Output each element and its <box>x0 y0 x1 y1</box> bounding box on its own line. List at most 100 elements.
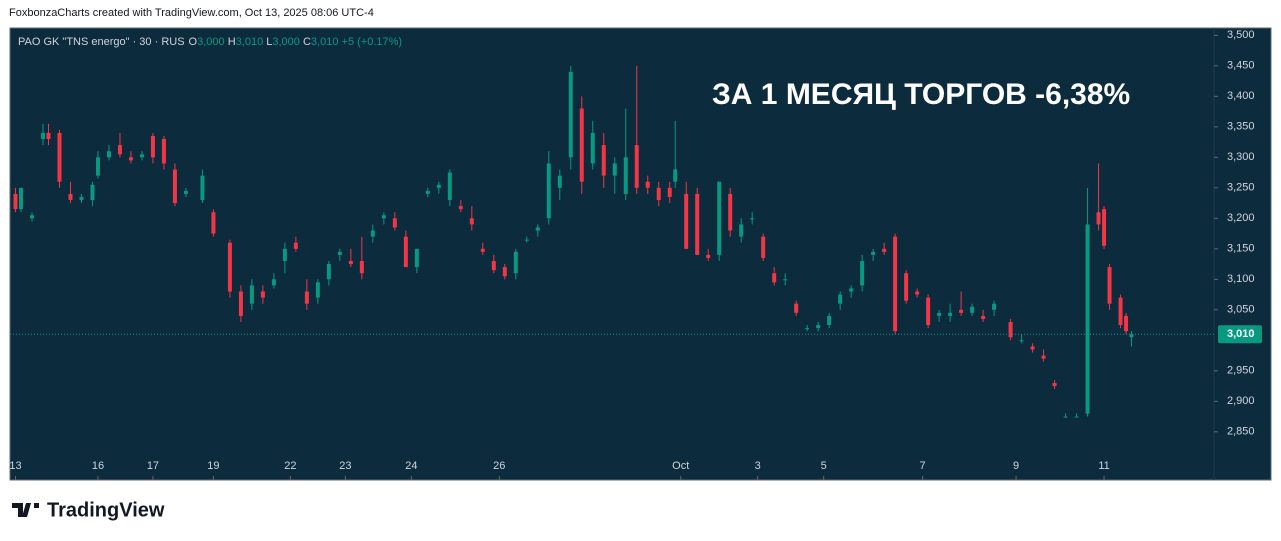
legend-key: O <box>189 36 198 48</box>
logo-icon <box>12 503 39 517</box>
candle-body <box>90 184 95 201</box>
candle-body <box>684 193 689 249</box>
y-tick-label: 3,100 <box>1227 273 1255 285</box>
legend-value: 3,010 <box>311 36 339 48</box>
candle-body <box>106 151 111 158</box>
candle-body <box>40 132 45 140</box>
y-tick-label: 3,250 <box>1227 182 1255 194</box>
candle-body <box>1008 322 1013 338</box>
candle-body <box>535 227 540 231</box>
y-tick-label: 3,350 <box>1227 121 1255 133</box>
candle-body <box>359 261 364 274</box>
candle-body <box>139 154 144 158</box>
candle-body <box>860 261 865 286</box>
x-tick-label: 23 <box>339 460 351 472</box>
candle-body <box>491 261 496 271</box>
x-tick-label: Oct <box>672 460 689 472</box>
candle-body <box>293 242 298 249</box>
candle-body <box>161 139 166 164</box>
legend-value: 3,010 <box>236 36 264 48</box>
candle-body <box>18 187 23 210</box>
legend-change: +5 (+0.17%) <box>342 36 403 48</box>
legend-symbol: PAO GK "TNS energo" · 30 · RUS <box>18 36 185 48</box>
x-tick-label: 24 <box>405 460 417 472</box>
candle-body <box>772 273 777 283</box>
candle-body <box>871 251 876 255</box>
candle-body <box>150 135 155 158</box>
candle-body <box>326 264 331 280</box>
candle-body <box>992 303 997 310</box>
candle-body <box>370 230 375 237</box>
legend-key: L <box>266 36 272 48</box>
candle-body <box>95 157 100 176</box>
y-tick-label: 2,950 <box>1227 365 1255 377</box>
candle-body <box>948 312 953 316</box>
legend-value: 3,000 <box>272 36 300 48</box>
y-tick-label: 3,200 <box>1227 212 1255 224</box>
candle-body <box>1052 383 1057 387</box>
candle-body <box>557 175 562 188</box>
candle-body <box>667 187 672 197</box>
candle-body <box>249 285 254 304</box>
candle-body <box>183 190 188 194</box>
candle-body <box>29 215 34 219</box>
candle-body <box>612 163 617 176</box>
candle-body <box>926 297 931 326</box>
candle-body <box>1085 224 1090 414</box>
x-tick-label: 16 <box>92 460 104 472</box>
candle-body <box>117 145 122 155</box>
candle-body <box>970 306 975 313</box>
candle-body <box>227 242 232 292</box>
candle-body <box>794 303 799 313</box>
x-tick-label: 17 <box>147 460 159 472</box>
candle-body <box>981 315 986 319</box>
candle-body <box>623 157 628 194</box>
candle-body <box>1019 340 1024 342</box>
candle-body <box>1063 416 1068 418</box>
candle-body <box>79 196 84 201</box>
candle-body <box>882 248 887 252</box>
candle-body <box>750 218 755 220</box>
candle-body <box>915 291 920 295</box>
legend-key: H <box>228 36 236 48</box>
candle-body <box>838 294 843 304</box>
candle-body <box>816 325 821 329</box>
candle-body <box>601 145 606 176</box>
x-tick-label: 5 <box>821 460 827 472</box>
header: FoxbonzaCharts created with TradingView.… <box>9 7 374 19</box>
logo: TradingView <box>12 499 165 521</box>
candle-body <box>458 206 463 210</box>
candle-body <box>282 248 287 262</box>
x-tick-label: 19 <box>207 460 219 472</box>
candle-body <box>590 132 595 164</box>
candle-body <box>937 312 942 316</box>
candle-body <box>1129 334 1134 338</box>
x-tick-label: 22 <box>284 460 296 472</box>
x-tick-label: 13 <box>9 460 21 472</box>
candle-body <box>480 248 485 252</box>
legend-ohlc: O3,000 H3,010 L3,000 C3,010 +5 (+0.17%) <box>189 36 403 48</box>
candle-body <box>904 273 909 301</box>
candle-body <box>414 248 419 268</box>
candle-body <box>1118 297 1123 326</box>
candle-body <box>524 239 529 241</box>
candle-body <box>849 288 854 292</box>
candle-body <box>893 236 898 332</box>
y-tick-label: 3,150 <box>1227 243 1255 255</box>
candle-body <box>673 169 678 182</box>
annotation: ЗА 1 МЕСЯЦ ТОРГОВ -6,38% <box>712 78 1130 111</box>
candle-body <box>68 193 73 201</box>
candle-body <box>546 163 551 219</box>
candle-body <box>739 224 744 237</box>
candle-body <box>1074 416 1079 418</box>
candle-body <box>656 187 661 201</box>
candle-body <box>827 315 832 326</box>
x-tick-label: 11 <box>1098 460 1109 472</box>
candle-body <box>436 184 441 188</box>
y-tick-label: 3,050 <box>1227 304 1255 316</box>
y-tick-label: 3,400 <box>1227 90 1255 102</box>
candle-body <box>502 267 507 277</box>
candle-body <box>717 181 722 255</box>
candle-body <box>447 172 452 201</box>
